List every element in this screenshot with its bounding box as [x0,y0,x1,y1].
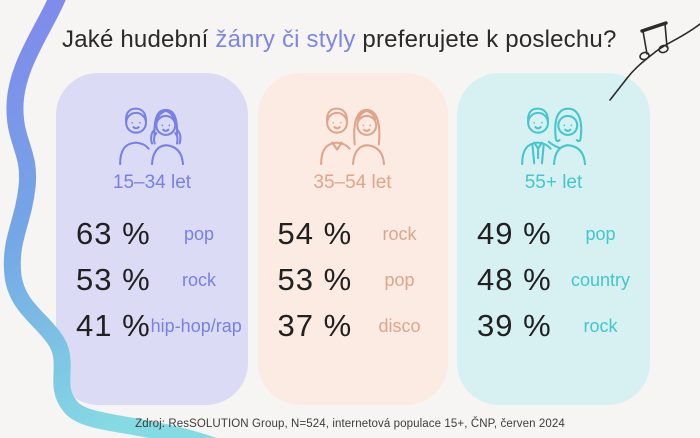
stat-row: 41 % hip-hop/rap [66,308,242,343]
senior-couple-icon [467,103,640,165]
stat-value: 39 % [477,308,552,343]
stat-genre: pop [183,223,215,244]
title-highlight: žánry či styly [215,26,356,53]
age-group-cards: 15–34 let 63 % pop 53 % rock 41 % hip-ho… [56,73,650,405]
stat-value: 53 % [277,262,353,297]
stat-row: 53 % pop [268,262,438,297]
stat-genre: rock [181,269,216,290]
stat-genre: disco [378,315,421,336]
stat-value: 53 % [76,262,151,297]
age-group-card-15-34: 15–34 let 63 % pop 53 % rock 41 % hip-ho… [56,73,248,405]
stat-value: 63 % [76,216,151,251]
stat-row: 63 % pop [66,216,238,251]
stat-row: 53 % rock [66,262,238,297]
age-group-card-35-54: 35–54 let 54 % rock 53 % pop 37 % disco [257,73,448,405]
stat-row: 39 % rock [467,308,640,343]
stat-genre: rock [583,315,618,336]
stat-value: 48 % [477,262,552,297]
age-group-label: 15–34 let [112,172,192,193]
stat-genre: hip-hop/rap [150,315,242,336]
age-group-label: 55+ let [524,172,583,193]
stat-genre: rock [382,223,417,244]
stat-genre: pop [384,269,415,290]
source-note: Zdroj: ResSOLUTION Group, N=524, interne… [135,418,565,430]
stat-row: 49 % pop [467,216,640,251]
genre-stats: 49 % pop 48 % country 39 % rock [467,216,640,343]
young-couple-icon [66,103,238,165]
genre-stats: 63 % pop 53 % rock 41 % hip-hop/rap [66,216,242,343]
middle-aged-couple-icon [268,103,438,165]
title-suffix: preferujete k poslechu? [355,26,617,53]
genre-stats: 54 % rock 53 % pop 37 % disco [268,216,438,343]
stat-value: 54 % [277,216,353,251]
stat-row: 54 % rock [268,216,438,251]
stat-value: 37 % [277,308,353,343]
stat-value: 49 % [477,216,552,251]
age-group-card-55plus: 55+ let 49 % pop 48 % country 39 % rock [457,73,650,405]
stat-value: 41 % [76,308,151,343]
stat-row: 48 % country [467,262,640,297]
title-prefix: Jaké hudební [62,26,216,53]
age-group-label: 35–54 let [313,172,392,193]
stat-genre: pop [585,223,616,244]
stat-row: 37 % disco [268,308,438,343]
page-title: Jaké hudební žánry či styly preferujete … [62,26,617,54]
stat-genre: country [570,269,631,290]
